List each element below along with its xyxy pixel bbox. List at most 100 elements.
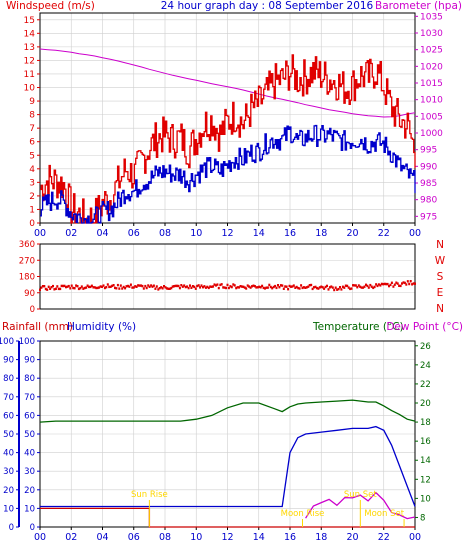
direction-point — [108, 285, 111, 289]
x-axis-tick-label: 06 — [128, 532, 140, 543]
dewpoint-axis-title: Dew Point (°C) — [386, 321, 463, 333]
direction-point — [39, 288, 41, 291]
direction-point — [96, 286, 99, 290]
direction-point — [209, 285, 212, 288]
direction-point — [284, 285, 287, 288]
direction-point — [99, 285, 102, 288]
direction-point — [76, 285, 79, 288]
direction-point — [52, 284, 54, 288]
direction-point — [89, 285, 92, 289]
direction-point — [366, 284, 369, 288]
direction-point — [86, 284, 89, 287]
direction-point — [206, 285, 209, 289]
direction-point — [197, 284, 200, 287]
direction-point — [230, 285, 233, 289]
direction-point — [134, 285, 137, 288]
axis-tick-label: 70 — [3, 393, 14, 403]
direction-point — [226, 283, 229, 287]
direction-point — [186, 285, 189, 288]
direction-point — [119, 284, 122, 287]
direction-point — [193, 285, 196, 289]
direction-point — [327, 288, 330, 291]
direction-point — [115, 287, 118, 290]
x-axis-tick-label: 22 — [378, 532, 390, 543]
axis-tick-label: 40 — [3, 449, 14, 459]
axis-tick-label: 80 — [3, 374, 14, 384]
direction-point — [170, 286, 173, 290]
direction-point — [313, 286, 315, 289]
compass-label: N — [436, 239, 444, 251]
direction-point — [44, 287, 47, 291]
direction-point — [121, 287, 124, 290]
direction-point — [365, 283, 367, 286]
axis-tick-label: 1025 — [420, 46, 443, 56]
x-axis-tick-label: 20 — [346, 532, 358, 543]
axis-tick-label: 990 — [420, 162, 437, 172]
axis-tick-label: 995 — [420, 146, 437, 156]
axis-tick-label: 7 — [29, 124, 35, 134]
x-axis-tick-label: 16 — [284, 532, 296, 543]
direction-point — [167, 287, 170, 290]
direction-point — [353, 284, 356, 287]
direction-point — [393, 283, 396, 286]
axis-tick-label: 1035 — [420, 12, 443, 22]
direction-point — [269, 285, 272, 289]
x-axis-tick-label: 14 — [253, 532, 265, 543]
direction-point — [160, 286, 163, 289]
direction-point — [200, 284, 203, 287]
axis-tick-label: 1000 — [420, 129, 443, 139]
direction-point — [285, 285, 288, 288]
direction-point — [217, 286, 220, 290]
direction-point — [252, 284, 255, 287]
direction-point — [233, 284, 236, 287]
direction-point — [243, 286, 246, 289]
axis-tick-label: 100 — [19, 337, 35, 347]
direction-point — [297, 286, 300, 290]
direction-point — [180, 284, 183, 287]
direction-point — [288, 284, 291, 288]
direction-point — [277, 284, 279, 287]
axis-tick-label: 18 — [420, 418, 431, 428]
direction-point — [274, 284, 277, 288]
direction-point — [147, 284, 150, 287]
direction-point — [213, 283, 216, 286]
direction-point — [402, 281, 405, 284]
direction-point — [127, 284, 129, 288]
direction-point — [184, 285, 187, 289]
direction-point — [314, 285, 317, 289]
temperature-axis-title: Temperature (°C) — [312, 321, 404, 333]
direction-point — [326, 284, 328, 288]
axis-tick-label: 60 — [24, 411, 35, 421]
direction-point — [116, 283, 119, 287]
direction-point — [124, 287, 127, 290]
direction-point — [341, 285, 344, 288]
direction-point — [98, 286, 101, 289]
direction-point — [191, 285, 194, 288]
direction-point — [377, 283, 380, 286]
direction-point — [307, 285, 310, 288]
axis-tick-label: 20 — [3, 486, 14, 496]
direction-point — [174, 284, 177, 288]
direction-point — [63, 284, 66, 288]
direction-point — [158, 287, 161, 290]
direction-point — [253, 285, 256, 288]
axis-tick-label: 0 — [9, 523, 14, 533]
x-axis-tick-label: 04 — [96, 532, 108, 543]
direction-point — [196, 284, 199, 288]
direction-point — [232, 283, 235, 286]
direction-point — [171, 285, 174, 288]
direction-point — [132, 286, 135, 289]
humidity-axis: 0 10 20 30 40 50 60 70 80 90 100 — [19, 337, 40, 533]
direction-point — [111, 284, 114, 288]
axis-tick-label: 360 — [19, 240, 35, 250]
x-axis-tick-label: 10 — [190, 228, 202, 239]
direction-point — [83, 286, 86, 290]
direction-point — [302, 286, 305, 289]
direction-point — [268, 283, 271, 287]
axis-tick-label: 0 — [30, 305, 35, 315]
direction-point — [128, 285, 131, 288]
temperature-axis: 8 10 12 14 16 18 20 22 24 26 — [415, 342, 431, 523]
direction-point — [135, 285, 138, 288]
